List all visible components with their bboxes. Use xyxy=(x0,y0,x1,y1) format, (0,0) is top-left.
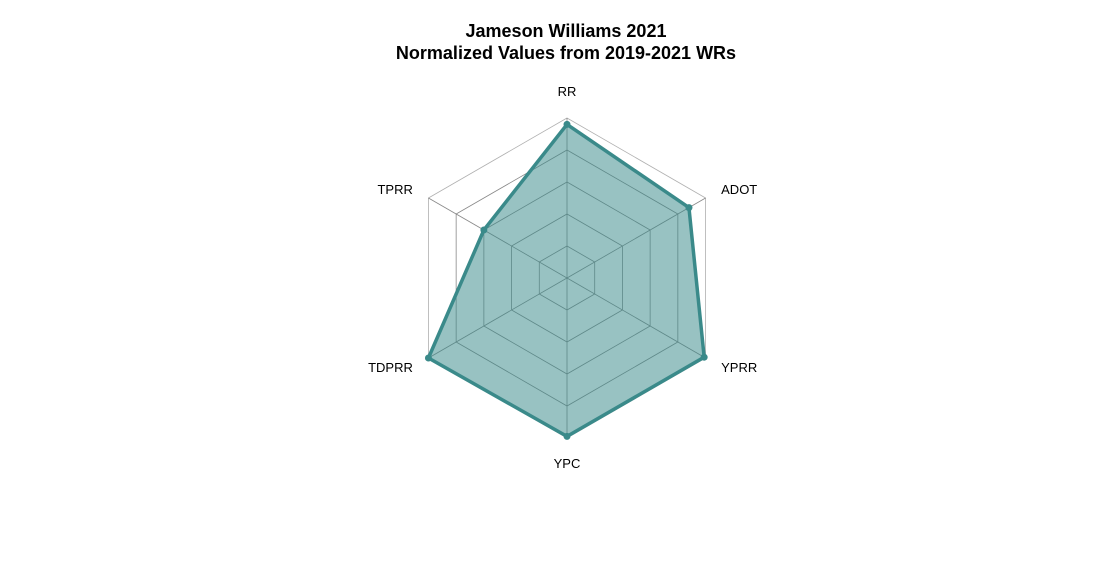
axis-label-ypc: YPC xyxy=(554,456,581,471)
data-point-rr xyxy=(563,120,571,128)
series-area-0 xyxy=(426,122,706,439)
data-point-tdprr xyxy=(424,354,432,362)
data-point-tprr xyxy=(480,226,488,234)
data-point-ypc xyxy=(563,432,571,440)
axis-label-tprr: TPRR xyxy=(377,182,412,197)
data-point-yprr xyxy=(700,353,708,361)
axis-label-adot: ADOT xyxy=(721,182,757,197)
radar-axis-labels: RR ADOT YPRR YPC TDPRR TPRR xyxy=(368,84,757,471)
data-point-adot xyxy=(685,204,693,212)
axis-label-tdprr: TDPRR xyxy=(368,360,413,375)
axis-label-yprr: YPRR xyxy=(721,360,757,375)
axis-label-rr: RR xyxy=(558,84,577,99)
chart-title-line1: Jameson Williams 2021 xyxy=(466,21,667,41)
chart-title-line2: Normalized Values from 2019-2021 WRs xyxy=(396,43,736,63)
radar-series xyxy=(424,120,708,440)
